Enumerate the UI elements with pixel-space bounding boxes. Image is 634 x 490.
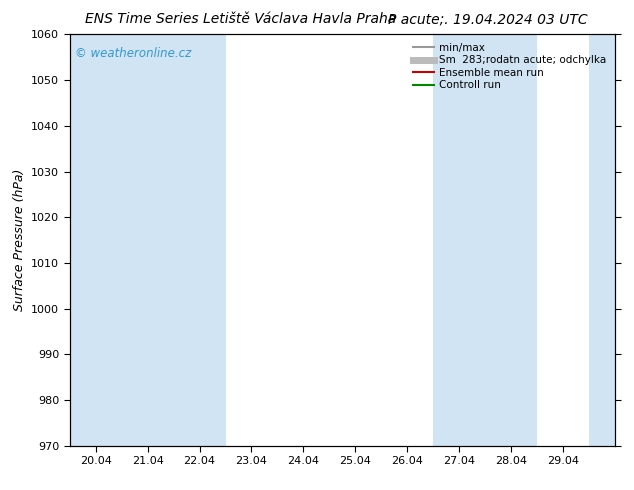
Text: ENS Time Series Letiště Václava Havla Praha: ENS Time Series Letiště Václava Havla Pr… <box>86 12 396 26</box>
Bar <box>70 34 122 446</box>
Legend: min/max, Sm  283;rodatn acute; odchylka, Ensemble mean run, Controll run: min/max, Sm 283;rodatn acute; odchylka, … <box>410 40 610 94</box>
Bar <box>485 34 537 446</box>
Text: P acute;. 19.04.2024 03 UTC: P acute;. 19.04.2024 03 UTC <box>389 12 588 26</box>
Bar <box>589 34 615 446</box>
Bar <box>174 34 226 446</box>
Bar <box>433 34 485 446</box>
Bar <box>122 34 174 446</box>
Y-axis label: Surface Pressure (hPa): Surface Pressure (hPa) <box>13 169 25 311</box>
Text: © weatheronline.cz: © weatheronline.cz <box>75 47 191 60</box>
